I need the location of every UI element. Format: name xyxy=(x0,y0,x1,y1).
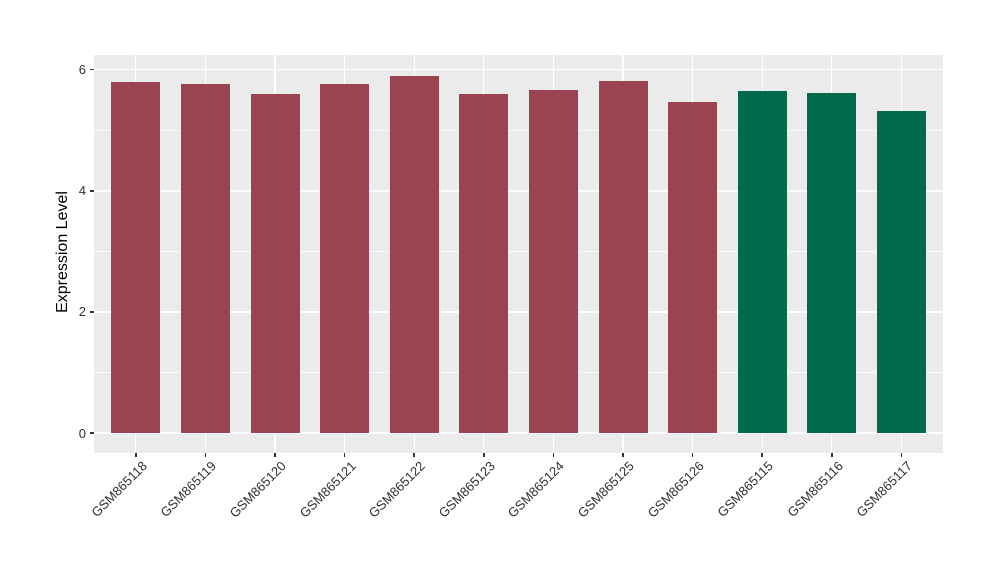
x-tick-label: GSM865122 xyxy=(365,458,429,521)
x-tick-mark xyxy=(343,453,346,457)
bar xyxy=(459,93,509,433)
x-tick-mark xyxy=(135,453,137,457)
y-tick-label: 4 xyxy=(78,183,86,199)
bar xyxy=(180,84,230,433)
x-tick-label: GSM865119 xyxy=(157,458,220,520)
y-tick-label: 6 xyxy=(78,62,86,78)
x-tick-label: GSM865125 xyxy=(574,458,637,521)
x-tick-label: GSM865126 xyxy=(644,458,707,521)
gridline-major xyxy=(94,68,943,71)
bar xyxy=(876,111,926,433)
x-tick-mark xyxy=(622,453,624,457)
bar xyxy=(111,81,161,433)
gridline-major xyxy=(94,190,943,192)
plot-panel xyxy=(94,55,943,453)
y-tick-mark xyxy=(90,432,94,434)
gridline-minor xyxy=(94,129,943,131)
y-tick-label: 2 xyxy=(78,304,86,320)
bar xyxy=(250,93,300,433)
bar xyxy=(320,84,370,433)
x-tick-label: GSM865117 xyxy=(853,458,916,520)
bar xyxy=(598,80,648,433)
bar xyxy=(807,93,857,433)
gridline-minor xyxy=(94,250,943,252)
y-tick-label: 0 xyxy=(78,425,86,441)
x-tick-mark xyxy=(483,453,485,457)
y-axis-title: Expression Level xyxy=(54,191,71,313)
x-tick-mark xyxy=(413,453,415,457)
gridline-minor xyxy=(94,371,943,373)
x-tick-mark xyxy=(761,453,763,457)
x-tick-mark xyxy=(204,453,207,457)
y-tick-mark xyxy=(90,190,94,192)
x-tick-label: GSM865123 xyxy=(435,458,498,521)
bar xyxy=(737,90,787,433)
y-tick-mark xyxy=(90,68,94,71)
x-tick-label: GSM865118 xyxy=(88,458,150,520)
bar xyxy=(668,101,718,433)
x-tick-label: GSM865115 xyxy=(714,458,777,520)
x-tick-label: GSM865124 xyxy=(505,458,568,521)
bar xyxy=(528,90,578,433)
x-tick-label: GSM865116 xyxy=(784,458,846,520)
gridline-major xyxy=(94,432,943,434)
bar xyxy=(389,75,439,433)
x-tick-label: GSM865121 xyxy=(296,458,359,521)
x-tick-label: GSM865120 xyxy=(226,458,289,521)
y-tick-mark xyxy=(90,311,94,313)
x-tick-mark xyxy=(831,453,833,457)
gridline-major xyxy=(94,311,943,313)
x-tick-mark xyxy=(691,453,694,457)
x-tick-mark xyxy=(900,453,903,457)
x-tick-mark xyxy=(274,453,276,457)
x-tick-mark xyxy=(552,453,555,457)
